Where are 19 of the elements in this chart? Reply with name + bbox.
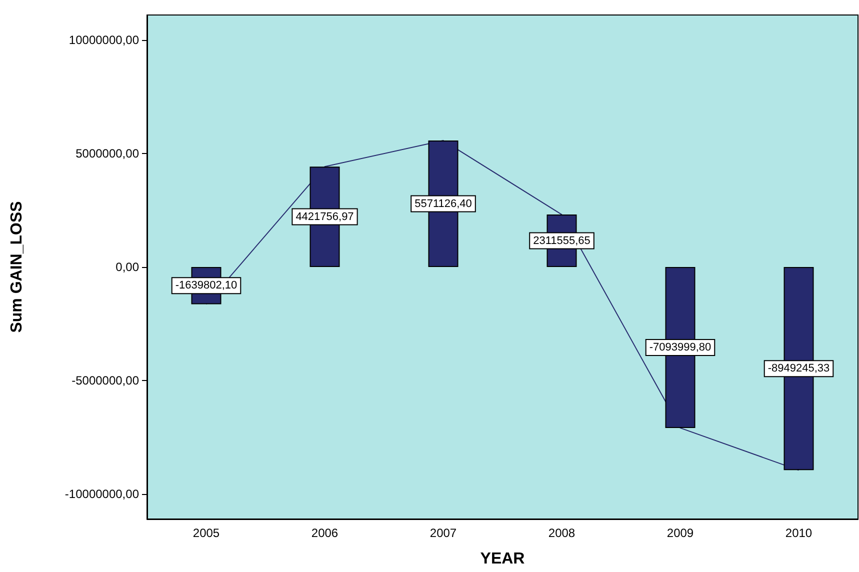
data-label: -8949245,33: [768, 362, 830, 375]
y-tick-label: -10000000,00: [64, 487, 140, 502]
x-tick-label: 2010: [785, 526, 812, 540]
y-tick-label: 0,00: [116, 260, 140, 274]
data-label: -7093999,80: [649, 342, 712, 354]
y-axis-title: Sum GAIN_LOSS: [8, 200, 26, 333]
x-tick-label: 2007: [430, 526, 457, 540]
x-tick-label: 2009: [666, 526, 694, 540]
y-tick-label: -5000000,00: [72, 374, 140, 388]
data-label: 5571126,40: [414, 198, 472, 210]
data-label: 2311555,65: [533, 234, 590, 247]
y-tick-label: 5000000,00: [76, 146, 140, 160]
x-tick-label: 2006: [311, 526, 338, 540]
y-tick-label: 10000000,00: [68, 32, 140, 47]
data-label: -1639802,10: [175, 280, 238, 292]
x-tick-label: 2005: [192, 526, 220, 540]
x-axis-title: YEAR: [480, 550, 526, 568]
x-tick-label: 2008: [548, 526, 576, 540]
data-label: 4421756,97: [296, 210, 354, 223]
